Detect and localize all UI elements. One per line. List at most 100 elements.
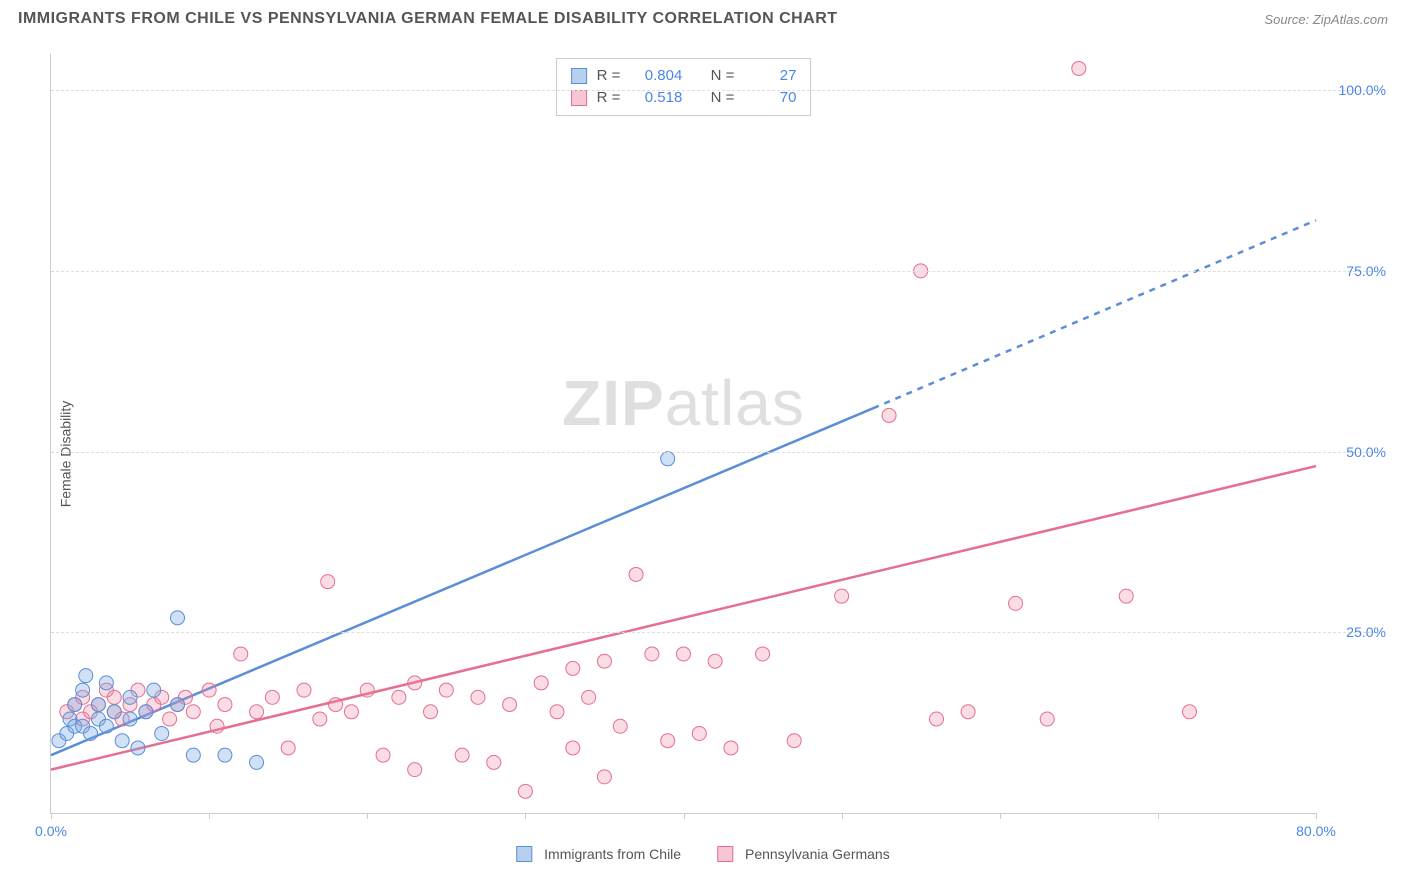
scatter-point [99,676,113,690]
scatter-point [68,698,82,712]
scatter-point [661,734,675,748]
x-tick-label: 80.0% [1296,823,1336,839]
scatter-point [139,705,153,719]
scatter-points-layer [51,54,1316,813]
scatter-point [163,712,177,726]
source-label: Source: [1264,12,1309,27]
scatter-point [155,726,169,740]
scatter-point [265,690,279,704]
scatter-point [534,676,548,690]
square-swatch-icon [516,846,532,862]
correlation-row-blue: R = 0.804 N = 27 [571,65,797,87]
scatter-point [376,748,390,762]
scatter-point [79,669,93,683]
legend-bottom: Immigrants from Chile Pennsylvania Germa… [516,846,889,862]
scatter-point [99,719,113,733]
x-tick-mark [1158,813,1159,819]
scatter-point [645,647,659,661]
scatter-point [1040,712,1054,726]
scatter-point [629,567,643,581]
scatter-point [84,726,98,740]
x-tick-mark [525,813,526,819]
x-tick-mark [842,813,843,819]
x-tick-mark [209,813,210,819]
r-label: R = [597,65,621,87]
scatter-point [171,698,185,712]
scatter-point [424,705,438,719]
scatter-point [961,705,975,719]
chart-title: IMMIGRANTS FROM CHILE VS PENNSYLVANIA GE… [18,10,838,28]
square-swatch-icon [717,846,733,862]
x-tick-mark [367,813,368,819]
plot-region: ZIPatlas R = 0.804 N = 27 R = 0.518 N = … [50,54,1316,814]
scatter-point [186,748,200,762]
chart-area: Female Disability ZIPatlas R = 0.804 N =… [0,34,1406,874]
scatter-point [597,770,611,784]
scatter-point [107,690,121,704]
y-tick-label: 25.0% [1346,624,1386,640]
x-tick-mark [684,813,685,819]
scatter-point [677,647,691,661]
scatter-point [392,690,406,704]
scatter-point [344,705,358,719]
gridline-horizontal [51,452,1376,453]
legend-label: Immigrants from Chile [544,846,681,862]
scatter-point [1009,596,1023,610]
scatter-point [692,726,706,740]
scatter-point [147,683,161,697]
legend-item-pink: Pennsylvania Germans [717,846,890,862]
x-tick-mark [1316,813,1317,819]
scatter-point [582,690,596,704]
scatter-point [708,654,722,668]
scatter-point [131,741,145,755]
scatter-point [503,698,517,712]
gridline-horizontal [51,632,1376,633]
scatter-point [115,734,129,748]
source-name: ZipAtlas.com [1313,12,1388,27]
scatter-point [202,683,216,697]
n-label: N = [711,65,735,87]
scatter-point [613,719,627,733]
scatter-point [218,698,232,712]
scatter-point [724,741,738,755]
scatter-point [297,683,311,697]
scatter-point [321,575,335,589]
scatter-point [471,690,485,704]
scatter-point [171,611,185,625]
square-swatch-icon [571,68,587,84]
x-tick-mark [1000,813,1001,819]
scatter-point [882,408,896,422]
r-value: 0.804 [630,65,682,87]
square-swatch-icon [571,90,587,106]
scatter-point [123,690,137,704]
scatter-point [250,755,264,769]
chart-header: IMMIGRANTS FROM CHILE VS PENNSYLVANIA GE… [0,0,1406,34]
n-value: 27 [744,65,796,87]
scatter-point [76,683,90,697]
y-tick-label: 100.0% [1339,82,1386,98]
scatter-point [123,712,137,726]
scatter-point [234,647,248,661]
scatter-point [787,734,801,748]
scatter-point [518,784,532,798]
gridline-horizontal [51,90,1376,91]
scatter-point [281,741,295,755]
scatter-point [186,705,200,719]
scatter-point [360,683,374,697]
scatter-point [835,589,849,603]
scatter-point [250,705,264,719]
scatter-point [550,705,564,719]
x-tick-mark [51,813,52,819]
x-tick-label: 0.0% [35,823,67,839]
scatter-point [107,705,121,719]
scatter-point [329,698,343,712]
scatter-point [408,763,422,777]
gridline-horizontal [51,271,1376,272]
scatter-point [313,712,327,726]
scatter-point [1119,589,1133,603]
y-tick-label: 50.0% [1346,444,1386,460]
scatter-point [597,654,611,668]
source-attribution: Source: ZipAtlas.com [1264,12,1388,27]
scatter-point [756,647,770,661]
scatter-point [210,719,224,733]
